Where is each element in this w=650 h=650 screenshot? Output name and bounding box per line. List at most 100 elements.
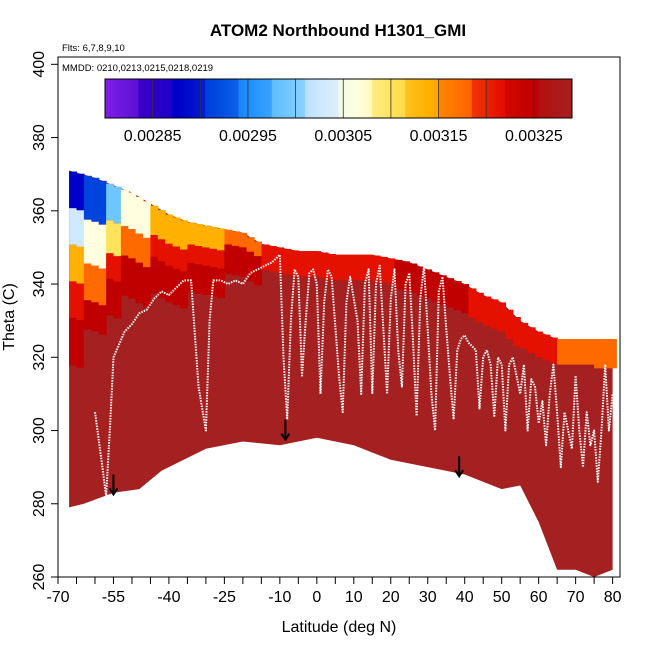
field-cell [261, 244, 270, 271]
field-cell [194, 224, 203, 246]
field-cell [76, 210, 85, 247]
field-cell [83, 329, 92, 370]
field-cell [298, 251, 307, 277]
x-tick-label: -25 [213, 589, 236, 606]
x-tick-label: -70 [46, 589, 69, 606]
field-cell [143, 237, 151, 268]
field-cell [209, 226, 218, 249]
field-cell [150, 205, 159, 235]
color-field [69, 170, 617, 577]
field-cell [69, 281, 78, 318]
field-cell [527, 327, 536, 353]
x-axis: -70 -55 -40 -25 -10 0 10 20 30 40 50 60 70 80 [46, 577, 622, 606]
field-cell [239, 247, 248, 277]
field-cell [313, 251, 322, 277]
field-cell [357, 254, 366, 281]
field-cell [135, 233, 144, 263]
field-cell [475, 292, 484, 323]
field-cell [172, 246, 181, 269]
field-cell [231, 246, 240, 276]
field-cell [290, 250, 299, 276]
y-tick-label: 380 [31, 124, 48, 151]
arrow-head [280, 432, 291, 442]
field-cell [98, 334, 107, 375]
plot-area [69, 170, 617, 577]
field-cell [542, 334, 551, 361]
field-cell [113, 256, 122, 282]
field-cell [586, 339, 595, 365]
field-cell [327, 254, 336, 280]
y-axis: 260 280 300 320 340 360 380 400 [31, 51, 58, 590]
field-cell [91, 302, 100, 332]
field-cell [364, 254, 373, 281]
field-cell [76, 246, 85, 284]
field-cell [69, 318, 78, 366]
field-cell [342, 254, 351, 281]
field-cell [135, 262, 144, 304]
field-cell [91, 331, 100, 372]
field-cell [76, 283, 85, 321]
field-cell [91, 265, 100, 303]
y-tick-label: 260 [31, 564, 48, 591]
field-cell [350, 254, 359, 281]
x-tick-label: 40 [456, 589, 474, 606]
field-cell [276, 247, 285, 273]
field-cell [98, 268, 107, 306]
field-cell [571, 339, 580, 365]
colorbar-tick-label: 0.00325 [505, 128, 563, 145]
field-cell [187, 222, 196, 245]
field-cell [217, 250, 225, 269]
field-cell [135, 196, 144, 234]
field-cell [224, 244, 233, 274]
field-cell [246, 237, 255, 252]
field-cell [83, 175, 92, 220]
y-tick-label: 280 [31, 490, 48, 517]
field-cell [335, 254, 344, 281]
field-cell [424, 269, 432, 299]
x-tick-label: 10 [345, 589, 363, 606]
colorbar: 0.00285 0.00295 0.00305 0.00315 0.00325 [104, 78, 573, 145]
field-cell [320, 252, 329, 279]
arrow-head [108, 487, 119, 497]
x-tick-label: 80 [604, 589, 622, 606]
field-cell [165, 265, 174, 303]
field-cell [490, 299, 499, 329]
field-cell [106, 278, 115, 316]
dates-label: MMDD: 0210,0213,0215,0218,0219 [62, 63, 213, 74]
field-cell [401, 261, 410, 291]
x-tick-label: -10 [268, 589, 291, 606]
field-cell [98, 305, 107, 335]
field-cell [202, 247, 211, 266]
field-cell [246, 251, 255, 282]
field-cell [91, 177, 100, 222]
field-cell [387, 258, 396, 284]
colorbar-tick-label: 0.00315 [410, 128, 468, 145]
field-cell [98, 180, 107, 225]
field-cell [113, 281, 122, 319]
field-cell [143, 267, 151, 308]
field-cell [431, 272, 440, 302]
field-cell [69, 171, 78, 209]
field-cell [69, 208, 78, 245]
flights-label: Flts: 6,7,8,9,10 [62, 43, 125, 54]
field-cell [209, 248, 218, 268]
field-cell [416, 266, 425, 296]
field-cell [143, 201, 151, 238]
x-tick-label: 0 [312, 589, 321, 606]
field-cell [165, 214, 174, 244]
field-cell [268, 246, 277, 272]
field-cell [150, 235, 159, 257]
field-cell [231, 231, 240, 246]
field-cell [113, 223, 122, 257]
field-cell [579, 339, 588, 365]
field-cell [120, 189, 129, 227]
field-cell [409, 263, 418, 293]
y-tick-label: 340 [31, 271, 48, 298]
field-cell [83, 263, 92, 301]
arrows [108, 419, 464, 497]
field-cell [549, 337, 558, 364]
field-cell [446, 278, 455, 308]
field-cell [254, 256, 262, 286]
trace-line [94, 253, 614, 498]
